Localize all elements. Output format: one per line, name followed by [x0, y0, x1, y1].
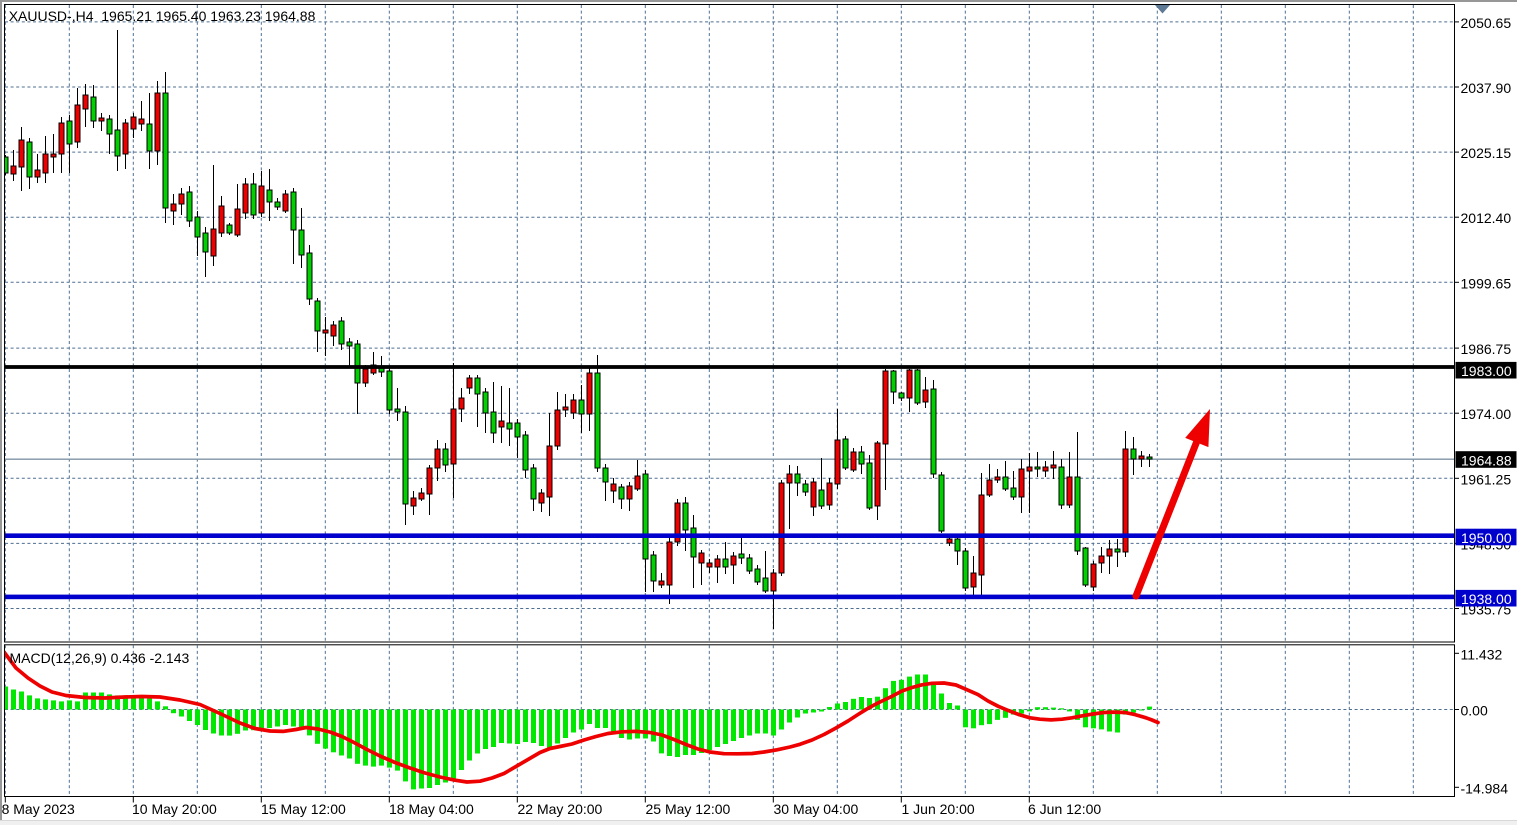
svg-text:MACD(12,26,9) 0.436 -2.143: MACD(12,26,9) 0.436 -2.143 [10, 650, 190, 666]
svg-text:1961.25: 1961.25 [1461, 471, 1512, 487]
svg-text:18 May 04:00: 18 May 04:00 [389, 801, 474, 817]
svg-text:0.00: 0.00 [1461, 703, 1488, 719]
svg-text:1983.00: 1983.00 [1461, 363, 1512, 379]
svg-text:1986.75: 1986.75 [1461, 341, 1512, 357]
svg-text:2012.40: 2012.40 [1461, 210, 1512, 226]
svg-text:8 May 2023: 8 May 2023 [2, 801, 75, 817]
svg-text:1950.00: 1950.00 [1461, 530, 1512, 546]
svg-text:11.432: 11.432 [1461, 646, 1503, 662]
svg-text:1999.65: 1999.65 [1461, 275, 1512, 291]
svg-text:15 May 12:00: 15 May 12:00 [261, 801, 346, 817]
svg-text:2050.65: 2050.65 [1461, 15, 1512, 31]
svg-text:XAUUSD-,H4 1965.21 1965.40 19: XAUUSD-,H4 1965.21 1965.40 1963.23 1964.… [9, 8, 316, 24]
svg-text:-14.984: -14.984 [1461, 780, 1509, 796]
svg-text:25 May 12:00: 25 May 12:00 [646, 801, 731, 817]
svg-text:30 May 04:00: 30 May 04:00 [774, 801, 859, 817]
svg-text:1964.88: 1964.88 [1461, 453, 1512, 469]
svg-text:1938.00: 1938.00 [1461, 591, 1512, 607]
svg-text:6 Jun 12:00: 6 Jun 12:00 [1028, 801, 1101, 817]
svg-text:1 Jun 20:00: 1 Jun 20:00 [902, 801, 975, 817]
svg-text:22 May 20:00: 22 May 20:00 [518, 801, 603, 817]
svg-text:2025.15: 2025.15 [1461, 145, 1512, 161]
svg-text:2037.90: 2037.90 [1461, 80, 1512, 96]
svg-text:1974.00: 1974.00 [1461, 406, 1512, 422]
svg-text:10 May 20:00: 10 May 20:00 [132, 801, 217, 817]
